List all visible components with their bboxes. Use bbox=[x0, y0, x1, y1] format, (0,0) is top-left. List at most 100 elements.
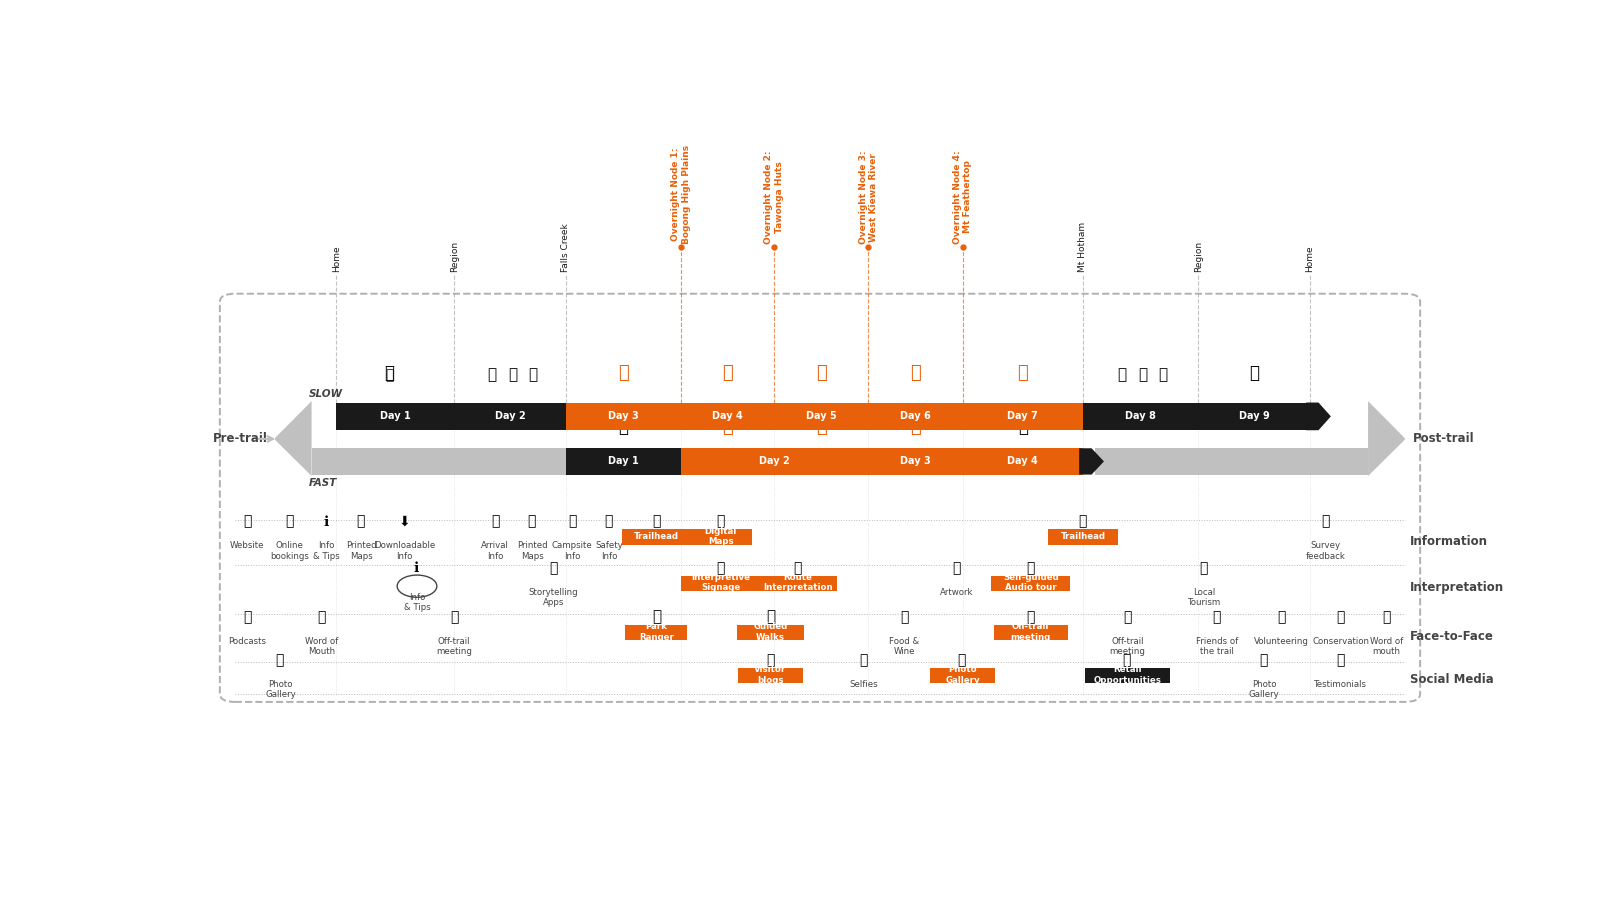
Text: Retail
Opportunities: Retail Opportunities bbox=[1093, 665, 1162, 685]
Text: Off-trail
meeting: Off-trail meeting bbox=[1109, 637, 1146, 656]
FancyBboxPatch shape bbox=[758, 576, 837, 591]
Text: Post-trail: Post-trail bbox=[1413, 432, 1474, 446]
Text: Printed
Maps: Printed Maps bbox=[517, 541, 547, 561]
FancyBboxPatch shape bbox=[682, 576, 760, 591]
Text: 📋: 📋 bbox=[1322, 515, 1330, 528]
Text: 🚙: 🚙 bbox=[1117, 366, 1126, 382]
Text: 🚙: 🚙 bbox=[1250, 364, 1259, 382]
Bar bbox=[869, 402, 963, 430]
Text: 🌿: 🌿 bbox=[1336, 610, 1346, 625]
Text: ⬛: ⬛ bbox=[386, 368, 394, 382]
Text: 🖼️: 🖼️ bbox=[958, 653, 966, 667]
FancyArrow shape bbox=[1078, 448, 1104, 474]
Text: Word of
Mouth: Word of Mouth bbox=[306, 637, 338, 656]
Text: 🧳: 🧳 bbox=[491, 515, 499, 528]
Text: Volunteering: Volunteering bbox=[1254, 637, 1309, 646]
Bar bbox=[1083, 402, 1198, 430]
Text: 📱: 📱 bbox=[1336, 653, 1346, 667]
Text: 📝: 📝 bbox=[766, 653, 774, 667]
Text: Artwork: Artwork bbox=[939, 588, 973, 597]
Text: 🛡️: 🛡️ bbox=[605, 515, 613, 528]
Text: 📅: 📅 bbox=[285, 515, 293, 528]
Text: Information: Information bbox=[1410, 535, 1488, 547]
Text: SLOW: SLOW bbox=[309, 389, 344, 399]
Text: Home: Home bbox=[1306, 245, 1314, 272]
Text: 👫: 👫 bbox=[766, 609, 774, 625]
Text: 🚶: 🚶 bbox=[910, 418, 922, 436]
Text: ⛺: ⛺ bbox=[568, 515, 576, 528]
Text: Photo
Gallery: Photo Gallery bbox=[946, 665, 979, 685]
Text: Digital
Maps: Digital Maps bbox=[704, 526, 738, 546]
Text: 🙋: 🙋 bbox=[1277, 610, 1285, 625]
Text: 🛍️: 🛍️ bbox=[1123, 653, 1131, 667]
Text: 🚙: 🚙 bbox=[384, 364, 394, 382]
Polygon shape bbox=[275, 401, 312, 476]
Text: Interpretation: Interpretation bbox=[1410, 581, 1504, 594]
Text: 🚶: 🚶 bbox=[816, 418, 827, 436]
Text: Route
Interpretation: Route Interpretation bbox=[763, 573, 832, 592]
Text: 🚶: 🚶 bbox=[618, 364, 629, 382]
Bar bbox=[682, 402, 774, 430]
Bar bbox=[682, 448, 869, 474]
Bar bbox=[312, 448, 566, 474]
Text: 👫: 👫 bbox=[1213, 610, 1221, 625]
Text: 🖼️: 🖼️ bbox=[1259, 653, 1269, 667]
Text: On-trail
meeting: On-trail meeting bbox=[1011, 622, 1051, 642]
Text: 📱: 📱 bbox=[549, 561, 557, 575]
Text: 🤳: 🤳 bbox=[859, 653, 867, 667]
Text: ⬇️: ⬇️ bbox=[398, 515, 411, 528]
Polygon shape bbox=[1368, 401, 1405, 476]
Text: 👥: 👥 bbox=[450, 610, 458, 625]
Text: 🚶: 🚶 bbox=[816, 364, 827, 382]
Text: 🚶: 🚶 bbox=[722, 364, 733, 382]
Bar bbox=[869, 448, 963, 474]
Text: Overnight Node 1:
Bogong High Plains: Overnight Node 1: Bogong High Plains bbox=[672, 145, 691, 244]
Bar bbox=[963, 448, 1083, 474]
Text: 🍷: 🍷 bbox=[901, 610, 909, 625]
Bar bbox=[336, 402, 454, 430]
Text: 📻: 📻 bbox=[243, 610, 251, 625]
Bar bbox=[774, 402, 869, 430]
Bar bbox=[454, 402, 566, 430]
Bar bbox=[566, 402, 682, 430]
Text: 📍: 📍 bbox=[794, 561, 802, 575]
Text: Trailhead: Trailhead bbox=[1061, 532, 1106, 541]
Text: 🐎: 🐎 bbox=[507, 366, 517, 382]
Text: Printed
Maps: Printed Maps bbox=[346, 541, 376, 561]
Text: Day 2: Day 2 bbox=[760, 456, 790, 466]
Text: Campsite
Info: Campsite Info bbox=[552, 541, 592, 561]
Text: 🚶: 🚶 bbox=[1078, 515, 1086, 528]
Text: Day 3: Day 3 bbox=[608, 411, 638, 421]
FancyArrow shape bbox=[1306, 402, 1331, 430]
Bar bbox=[1096, 448, 1368, 474]
Text: Photo
Gallery: Photo Gallery bbox=[266, 680, 296, 699]
Text: Home: Home bbox=[331, 245, 341, 272]
Text: 🎧: 🎧 bbox=[1027, 561, 1035, 575]
Text: 🏔️: 🏔️ bbox=[1200, 561, 1208, 575]
Text: 🚲: 🚲 bbox=[1158, 366, 1168, 382]
Text: Podcasts: Podcasts bbox=[229, 637, 266, 646]
Text: Word of
mouth: Word of mouth bbox=[1370, 637, 1403, 656]
Text: Visitor
blogs: Visitor blogs bbox=[754, 665, 787, 685]
Text: Local
Tourism: Local Tourism bbox=[1187, 588, 1221, 607]
Text: Pre-trail: Pre-trail bbox=[213, 432, 269, 446]
Text: Storytelling
Apps: Storytelling Apps bbox=[528, 588, 578, 607]
Text: 🗺️: 🗺️ bbox=[528, 515, 536, 528]
Text: 👤: 👤 bbox=[317, 610, 326, 625]
Text: 📍: 📍 bbox=[717, 515, 725, 528]
Text: Testimonials: Testimonials bbox=[1314, 680, 1368, 688]
FancyBboxPatch shape bbox=[1048, 529, 1117, 544]
Text: Self-guided
Audio tour: Self-guided Audio tour bbox=[1003, 573, 1059, 592]
Text: 👥: 👥 bbox=[1027, 610, 1035, 625]
FancyBboxPatch shape bbox=[690, 529, 752, 544]
Text: Overnight Node 4:
Mt Feathertop: Overnight Node 4: Mt Feathertop bbox=[954, 150, 973, 244]
Text: Photo
Gallery: Photo Gallery bbox=[1248, 680, 1280, 699]
Text: Day 9: Day 9 bbox=[1238, 411, 1269, 421]
Text: 🏺: 🏺 bbox=[952, 561, 960, 575]
Text: 🔰: 🔰 bbox=[717, 561, 725, 575]
Text: FAST: FAST bbox=[309, 478, 338, 488]
Text: Face-to-Face: Face-to-Face bbox=[1410, 630, 1494, 644]
Text: Day 4: Day 4 bbox=[1008, 456, 1038, 466]
Text: Day 8: Day 8 bbox=[1125, 411, 1155, 421]
Text: Day 3: Day 3 bbox=[901, 456, 931, 466]
